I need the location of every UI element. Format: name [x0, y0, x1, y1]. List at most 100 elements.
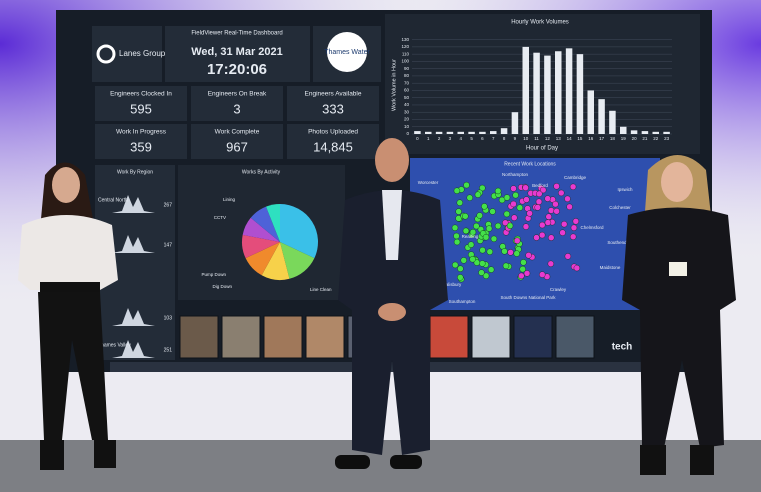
x-tick-label: 21 — [642, 136, 648, 141]
photo-thumb — [471, 315, 511, 359]
x-tick-label: 0 — [416, 136, 419, 141]
region-sparkline — [112, 195, 155, 213]
map-place: Maidstone — [600, 265, 621, 270]
map-dot — [494, 187, 502, 195]
stat-tile — [287, 124, 379, 159]
map-place: Southend-on-Sea — [607, 240, 643, 245]
map-dot — [558, 189, 565, 197]
x-tick-label: 16 — [588, 136, 594, 141]
person-left — [18, 162, 118, 470]
region-value: 103 — [164, 315, 173, 321]
x-tick-label: 5 — [470, 136, 473, 141]
map-place: South Downs National Park — [500, 295, 556, 300]
y-tick-label: 0 — [406, 131, 409, 136]
y-tick-label: 120 — [401, 44, 409, 49]
client-name: Thames Water — [324, 49, 370, 56]
map-place: Northampton — [502, 172, 529, 177]
bar — [544, 55, 551, 134]
bar — [425, 131, 432, 134]
map-place: Cambridge — [564, 175, 587, 180]
y-tick-label: 30 — [404, 109, 410, 114]
map-dot — [502, 219, 509, 226]
map-dot — [457, 265, 464, 272]
pie-slice — [280, 242, 315, 279]
x-tick-label: 20 — [632, 136, 638, 141]
pie-slice — [245, 242, 280, 276]
y-axis-label: Work Volume in Hour — [391, 59, 397, 111]
map-dot — [533, 234, 540, 241]
region-sparkline — [112, 340, 155, 358]
x-axis-label: Hour of Day — [526, 146, 558, 152]
bar — [630, 130, 638, 134]
map-dot — [523, 196, 530, 203]
map-dot — [564, 195, 571, 203]
x-tick-label: 6 — [481, 136, 484, 141]
bar — [641, 131, 649, 134]
map-dot — [490, 235, 498, 243]
bar — [652, 131, 659, 134]
x-tick-label: 10 — [523, 136, 529, 141]
bar — [500, 128, 508, 134]
map-dot — [503, 210, 510, 218]
x-tick-label: 15 — [577, 136, 583, 141]
bar — [511, 112, 519, 134]
header-panel — [165, 26, 310, 82]
activity-label: Pump Down — [201, 272, 226, 277]
activity-label: Lining — [223, 197, 236, 202]
map-dot — [511, 214, 518, 221]
x-tick-label: 1 — [427, 136, 430, 141]
stat-tile — [95, 124, 187, 159]
map-dot — [544, 219, 552, 226]
map-dot — [453, 187, 461, 194]
map-dot — [494, 222, 502, 230]
stat-value: 14,845 — [313, 139, 353, 154]
pie-slice — [242, 217, 280, 242]
map-dot — [485, 225, 493, 232]
map-dot — [523, 270, 531, 277]
photo-thumb — [555, 315, 595, 359]
activity-label: Line Clean — [310, 287, 332, 292]
map-dot — [487, 266, 495, 273]
map-dot — [547, 207, 555, 214]
bar — [522, 46, 529, 135]
activity-title: Works By Activity — [242, 169, 281, 175]
chart-title: Hourly Work Volumes — [511, 20, 569, 26]
map-dot — [460, 257, 467, 264]
map-dot — [474, 191, 482, 198]
date: Wed, 31 Mar 2021 — [191, 46, 283, 58]
map-dot — [573, 264, 581, 272]
map-dot — [482, 234, 490, 241]
x-tick-label: 22 — [653, 136, 659, 141]
map-dot — [451, 224, 459, 232]
map-dot — [526, 210, 533, 217]
map-place: Chelmsford — [580, 225, 604, 230]
map-dot — [452, 261, 459, 269]
time: 17:20:06 — [207, 61, 267, 78]
map-dot — [479, 246, 486, 254]
map-dot — [522, 223, 530, 230]
map-dot — [553, 208, 560, 215]
y-tick-label: 80 — [404, 73, 410, 78]
stat-value: 359 — [130, 139, 152, 154]
company-name: Lanes Group plc — [119, 49, 178, 58]
photo-thumb — [513, 315, 553, 359]
x-tick-label: 4 — [459, 136, 462, 141]
map-place: Colchester — [609, 205, 631, 210]
stat-label: Engineers Clocked In — [110, 91, 172, 98]
bar — [479, 131, 486, 134]
x-tick-label: 9 — [514, 136, 517, 141]
stat-tile — [191, 124, 283, 159]
photo-thumb — [221, 315, 261, 359]
map-dot — [548, 234, 555, 241]
bar — [663, 131, 670, 134]
x-tick-label: 12 — [545, 136, 551, 141]
stat-label: Photos Uploaded — [308, 129, 358, 136]
map-place: Worcester — [418, 180, 439, 185]
x-tick-label: 19 — [621, 136, 627, 141]
pie-slice — [266, 204, 280, 242]
activity-label: Dig Down — [212, 284, 232, 289]
map-dot — [479, 260, 486, 267]
y-tick-label: 40 — [404, 102, 410, 107]
bar — [576, 54, 584, 134]
